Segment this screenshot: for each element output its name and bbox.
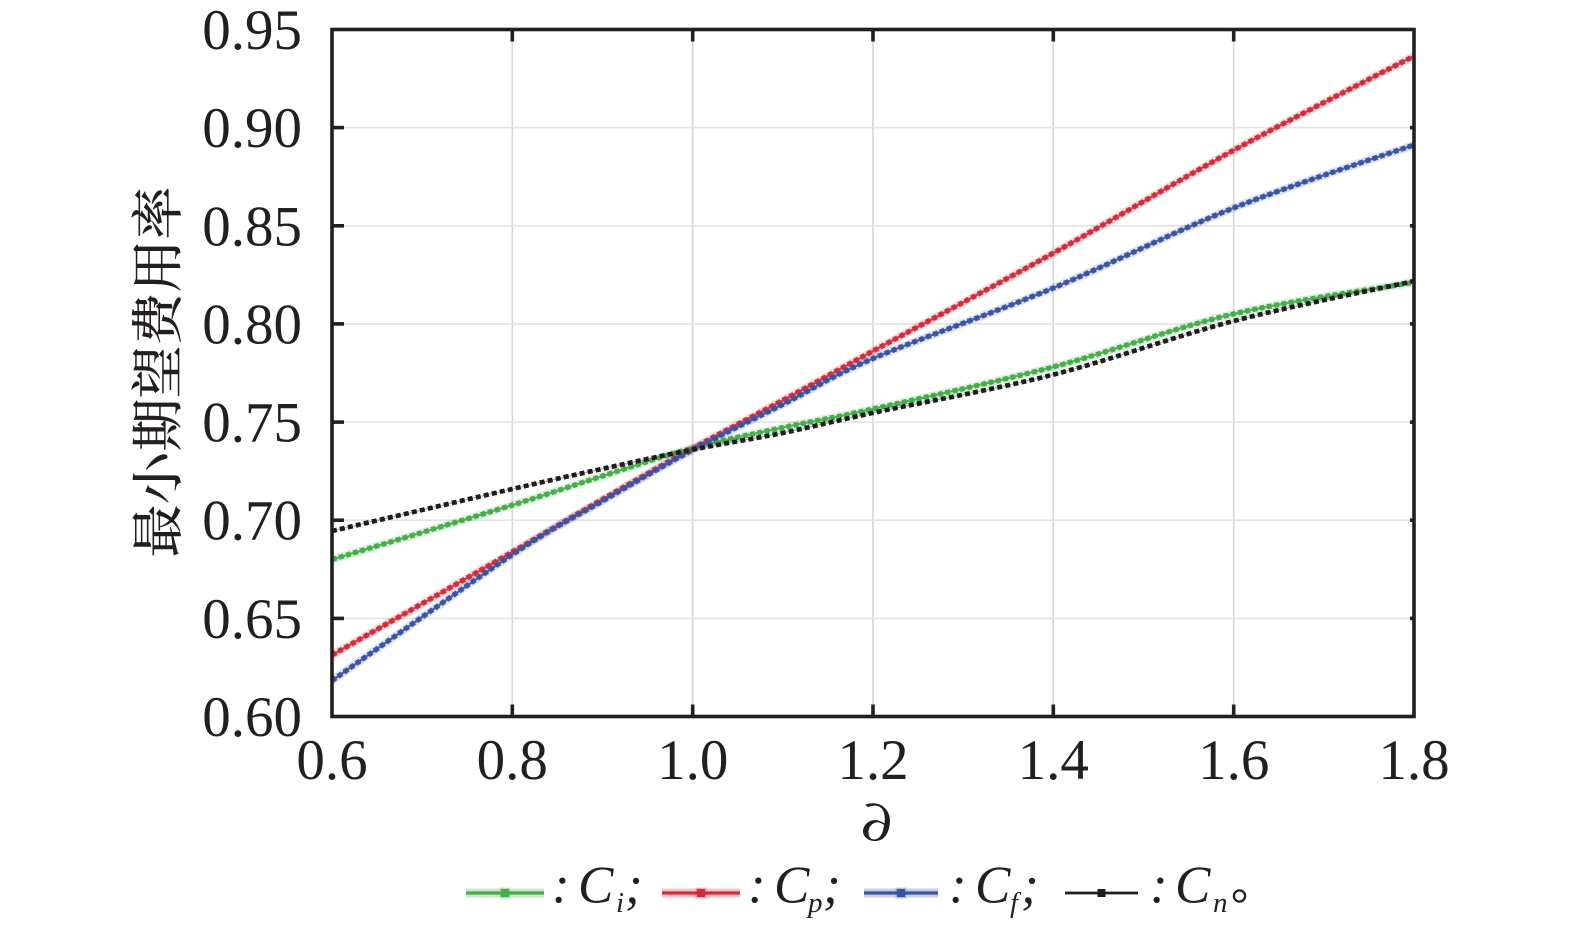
- svg-text:;: ;: [823, 857, 841, 915]
- svg-text:0.75: 0.75: [202, 392, 302, 455]
- svg-text:0.85: 0.85: [202, 195, 302, 258]
- svg-text:1.6: 1.6: [1198, 729, 1269, 792]
- svg-text:n: n: [1213, 887, 1228, 919]
- svg-text:C: C: [578, 857, 614, 915]
- svg-text:0.95: 0.95: [202, 0, 302, 62]
- svg-text:C: C: [1175, 857, 1211, 915]
- svg-text::: :: [949, 857, 967, 915]
- svg-text:0.65: 0.65: [202, 588, 302, 651]
- svg-text:1.4: 1.4: [1018, 729, 1089, 792]
- svg-text:0.90: 0.90: [202, 97, 302, 160]
- svg-text:C: C: [975, 857, 1011, 915]
- svg-text:p: p: [806, 887, 823, 919]
- svg-text:0.70: 0.70: [202, 490, 302, 553]
- svg-text:0.6: 0.6: [296, 729, 367, 792]
- svg-text:0.60: 0.60: [202, 686, 302, 749]
- svg-text:i: i: [616, 887, 624, 919]
- svg-text::: :: [748, 857, 766, 915]
- svg-text:1.0: 1.0: [657, 729, 728, 792]
- svg-text:0.80: 0.80: [202, 293, 302, 356]
- svg-text::: :: [552, 857, 570, 915]
- svg-text:1.8: 1.8: [1378, 729, 1449, 792]
- svg-text:;: ;: [1021, 857, 1039, 915]
- svg-text:C: C: [774, 857, 810, 915]
- svg-text:1.2: 1.2: [837, 729, 908, 792]
- svg-text::: :: [1150, 857, 1168, 915]
- svg-text:0.8: 0.8: [477, 729, 548, 792]
- svg-text:;: ;: [625, 857, 643, 915]
